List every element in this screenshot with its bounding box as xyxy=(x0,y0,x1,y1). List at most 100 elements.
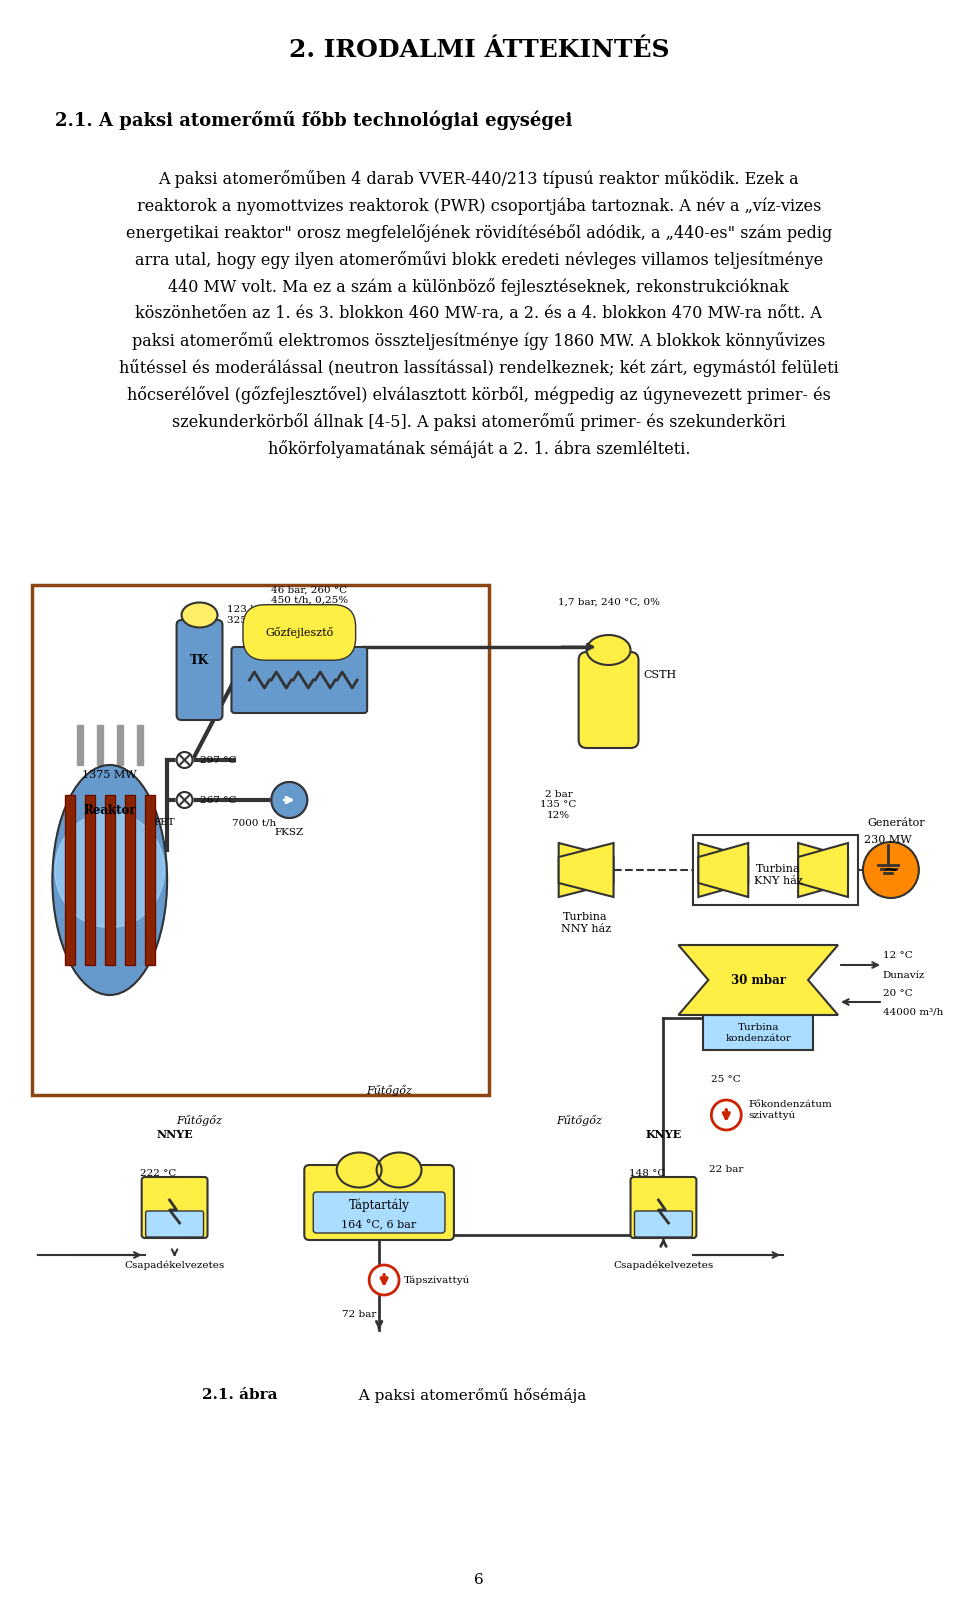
FancyBboxPatch shape xyxy=(304,1166,454,1240)
Ellipse shape xyxy=(53,766,167,996)
Text: Csapadékelvezetes: Csapadékelvezetes xyxy=(613,1260,713,1269)
Text: CSTH: CSTH xyxy=(643,670,677,680)
Bar xyxy=(84,795,95,965)
Text: energetikai reaktor" orosz megfelelőjének rövidítéséből adódik, a „440-es" szám : energetikai reaktor" orosz megfelelőjéne… xyxy=(126,223,832,241)
Text: Turbina
kondenzátor: Turbina kondenzátor xyxy=(726,1023,791,1043)
Text: 164 °C, 6 bar: 164 °C, 6 bar xyxy=(342,1219,417,1230)
Text: 7000 t/h: 7000 t/h xyxy=(232,818,276,827)
Text: 20 °C: 20 °C xyxy=(883,989,913,997)
Text: Tápszivattyú: Tápszivattyú xyxy=(404,1276,470,1285)
FancyBboxPatch shape xyxy=(635,1211,692,1237)
Text: A paksi atomerőmű hősémája: A paksi atomerőmű hősémája xyxy=(349,1387,587,1402)
Bar xyxy=(97,725,103,766)
Text: Reaktor: Reaktor xyxy=(84,803,136,816)
Ellipse shape xyxy=(376,1153,421,1187)
Text: Generátor: Generátor xyxy=(867,818,924,827)
Ellipse shape xyxy=(587,635,631,665)
Polygon shape xyxy=(698,843,748,897)
Text: 222 °C: 222 °C xyxy=(139,1169,176,1177)
Text: 1,7 bar, 240 °C, 0%: 1,7 bar, 240 °C, 0% xyxy=(558,597,660,607)
Bar xyxy=(117,725,123,766)
Text: 44000 m³/h: 44000 m³/h xyxy=(883,1007,944,1017)
Text: 22 bar: 22 bar xyxy=(709,1166,743,1174)
Circle shape xyxy=(711,1099,741,1130)
Text: 1375 MW: 1375 MW xyxy=(83,771,137,780)
Text: 123 bar
325 °C: 123 bar 325 °C xyxy=(228,606,269,625)
Text: hőcserélővel (gőzfejlesztővel) elválasztott körből, mégpedig az úgynevezett prim: hőcserélővel (gőzfejlesztővel) elválaszt… xyxy=(127,385,830,405)
Bar xyxy=(77,725,83,766)
Text: 230 MW: 230 MW xyxy=(864,835,912,845)
FancyBboxPatch shape xyxy=(32,584,489,1094)
Text: Dunavíz: Dunavíz xyxy=(883,970,925,979)
Bar xyxy=(145,795,155,965)
FancyBboxPatch shape xyxy=(142,1177,207,1239)
Text: 2 bar
135 °C
12%: 2 bar 135 °C 12% xyxy=(540,790,577,819)
Text: 297 °C: 297 °C xyxy=(200,756,236,764)
FancyBboxPatch shape xyxy=(231,648,367,712)
Polygon shape xyxy=(559,843,613,897)
FancyBboxPatch shape xyxy=(146,1211,204,1237)
Text: Csapadékelvezetes: Csapadékelvezetes xyxy=(125,1260,225,1269)
Bar xyxy=(84,795,95,965)
Text: 6: 6 xyxy=(474,1574,484,1587)
Text: 25 °C: 25 °C xyxy=(711,1075,741,1085)
Text: FKSZ: FKSZ xyxy=(275,827,304,837)
Text: Főkondenzátum
szivattyú: Főkondenzátum szivattyú xyxy=(748,1099,832,1120)
FancyBboxPatch shape xyxy=(177,620,223,720)
Text: arra utal, hogy egy ilyen atomerőművi blokk eredeti névleges villamos teljesítmé: arra utal, hogy egy ilyen atomerőművi bl… xyxy=(134,251,823,269)
Text: Fűtőgőz: Fűtőgőz xyxy=(177,1114,223,1125)
Text: köszönhetően az 1. és 3. blokkon 460 MW-ra, a 2. és a 4. blokkon 470 MW-ra nőtt.: köszönhetően az 1. és 3. blokkon 460 MW-… xyxy=(135,304,823,322)
Text: 46 bar, 260 °C
450 t/h, 0,25%: 46 bar, 260 °C 450 t/h, 0,25% xyxy=(271,586,348,606)
Bar xyxy=(136,725,143,766)
Text: 440 MW volt. Ma ez a szám a különböző fejlesztéseknek, rekonstrukcióknak: 440 MW volt. Ma ez a szám a különböző fe… xyxy=(169,278,789,296)
Text: hűtéssel és moderálással (neutron lassítással) rendelkeznek; két zárt, egymástól: hűtéssel és moderálással (neutron lassít… xyxy=(119,359,839,377)
Bar xyxy=(65,795,75,965)
Circle shape xyxy=(370,1264,399,1295)
Text: 148 °C: 148 °C xyxy=(629,1169,665,1177)
FancyBboxPatch shape xyxy=(704,1015,813,1051)
Polygon shape xyxy=(798,843,848,897)
FancyBboxPatch shape xyxy=(579,652,638,748)
Polygon shape xyxy=(698,843,748,897)
Circle shape xyxy=(863,842,919,899)
Bar xyxy=(145,795,155,965)
FancyBboxPatch shape xyxy=(631,1177,696,1239)
Text: A paksi atomerőműben 4 darab VVER-440/213 típusú reaktor működik. Ezek a: A paksi atomerőműben 4 darab VVER-440/21… xyxy=(158,170,799,188)
Circle shape xyxy=(177,751,193,767)
Text: Fűtőgőz: Fűtőgőz xyxy=(366,1085,412,1096)
Polygon shape xyxy=(679,945,838,1015)
Ellipse shape xyxy=(55,813,164,928)
Text: Gőzfejlesztő: Gőzfejlesztő xyxy=(265,627,333,638)
Text: ~: ~ xyxy=(881,860,900,881)
Text: 72 bar: 72 bar xyxy=(342,1310,376,1319)
Text: reaktorok a nyomottvizes reaktorok (PWR) csoportjába tartoznak. A név a „víz-viz: reaktorok a nyomottvizes reaktorok (PWR)… xyxy=(136,198,821,214)
Polygon shape xyxy=(559,843,613,897)
Text: szekunderkörből állnak [4-5]. A paksi atomerőmű primer- és szekunderköri: szekunderkörből állnak [4-5]. A paksi at… xyxy=(172,413,785,431)
Ellipse shape xyxy=(181,602,218,628)
Polygon shape xyxy=(798,843,848,897)
Text: TK: TK xyxy=(190,654,209,667)
Text: Turbina
NNY ház: Turbina NNY ház xyxy=(561,911,611,934)
Text: FET: FET xyxy=(154,818,176,827)
FancyBboxPatch shape xyxy=(313,1192,444,1234)
Bar xyxy=(125,795,134,965)
Circle shape xyxy=(177,792,193,808)
Text: Fűtőgőz: Fűtőgőz xyxy=(556,1114,602,1125)
Bar xyxy=(105,795,115,965)
Text: paksi atomerőmű elektromos összteljesítménye így 1860 MW. A blokkok könnyűvizes: paksi atomerőmű elektromos összteljesítm… xyxy=(132,332,826,350)
Text: NNYE: NNYE xyxy=(156,1128,193,1140)
Text: 30 mbar: 30 mbar xyxy=(731,973,785,986)
Text: 2. IRODALMI ÁTTEKINTÉS: 2. IRODALMI ÁTTEKINTÉS xyxy=(289,37,669,62)
Text: 2.1. A paksi atomerőmű főbb technológiai egységei: 2.1. A paksi atomerőmű főbb technológiai… xyxy=(55,110,572,130)
Text: 2.1. ábra: 2.1. ábra xyxy=(202,1387,277,1402)
Text: hőkörfolyamatának sémáját a 2. 1. ábra szemlélteti.: hőkörfolyamatának sémáját a 2. 1. ábra s… xyxy=(268,440,690,458)
Text: 12 °C: 12 °C xyxy=(883,950,913,960)
Text: Turbina
KNY ház: Turbina KNY ház xyxy=(754,865,803,886)
Text: Táptartály: Táptartály xyxy=(348,1198,410,1211)
Bar xyxy=(105,795,115,965)
Text: KNYE: KNYE xyxy=(645,1128,682,1140)
Text: 267 °C: 267 °C xyxy=(200,795,236,805)
Bar xyxy=(125,795,134,965)
Circle shape xyxy=(272,782,307,818)
Ellipse shape xyxy=(337,1153,382,1187)
